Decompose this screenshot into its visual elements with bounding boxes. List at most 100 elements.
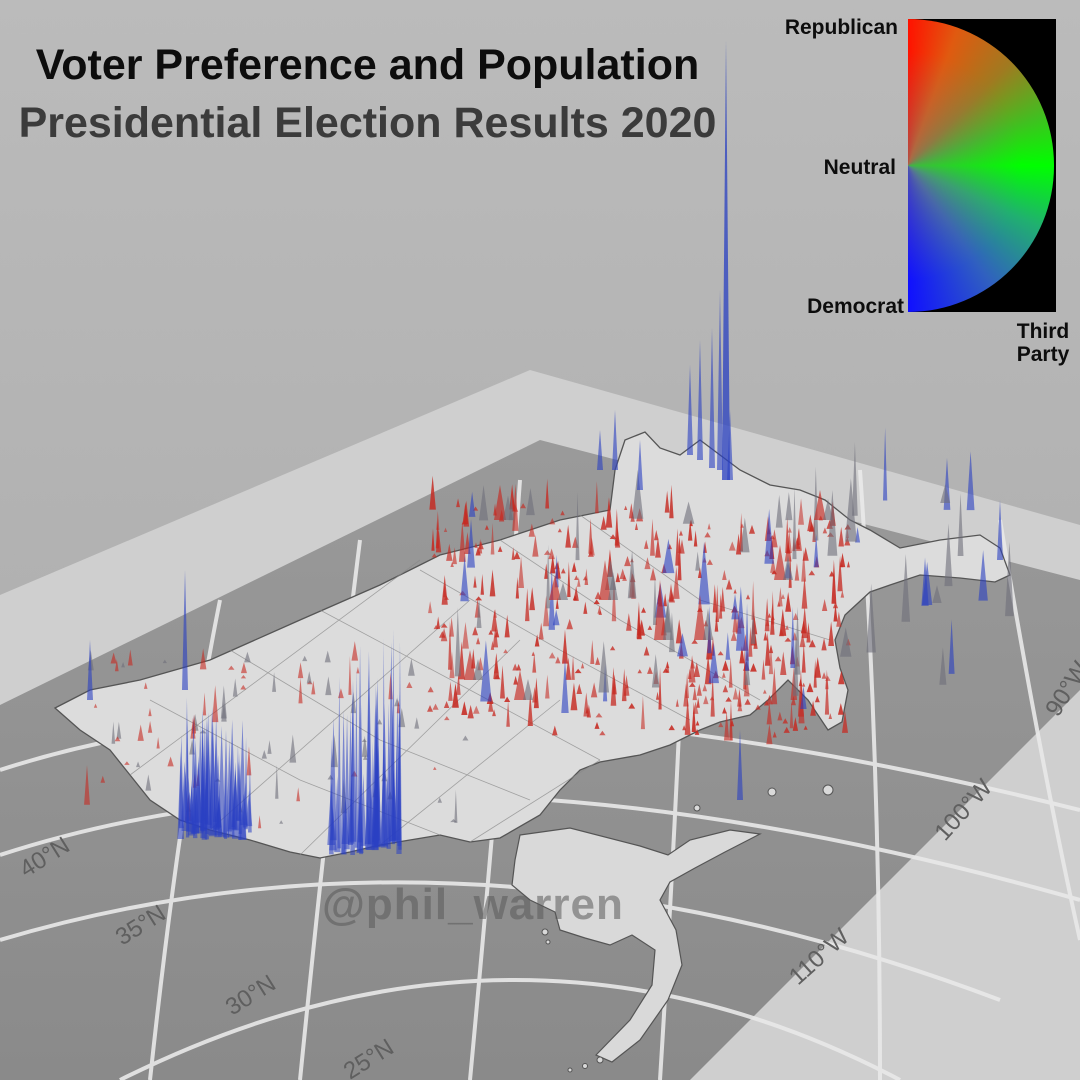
population-spike: [621, 668, 627, 702]
population-spike: [441, 575, 448, 605]
population-spike: [528, 523, 536, 537]
population-spike: [472, 626, 479, 636]
population-spike: [636, 621, 642, 640]
population-spike: [766, 694, 773, 705]
population-spike: [801, 576, 808, 609]
population-spike: [813, 466, 819, 541]
population-spike: [428, 601, 433, 614]
population-spike: [718, 722, 724, 728]
population-spike: [450, 818, 457, 823]
population-spike: [840, 627, 852, 657]
population-spike: [493, 652, 500, 679]
population-spike: [518, 556, 525, 588]
population-spike: [214, 754, 222, 838]
population-spike: [467, 519, 476, 568]
population-spike: [801, 606, 808, 639]
population-spike: [712, 584, 717, 613]
legend-label-third-party: Third Party: [1003, 320, 1080, 366]
population-spike: [121, 661, 125, 668]
population-spike: [491, 609, 498, 632]
population-spike: [204, 727, 209, 840]
population-spike: [494, 485, 506, 520]
population-spike: [792, 717, 799, 731]
population-spike: [774, 545, 786, 580]
population-spike: [828, 621, 835, 647]
population-spike: [520, 503, 527, 509]
population-spike: [729, 700, 733, 741]
population-spike: [1005, 541, 1014, 617]
population-spike: [640, 695, 646, 730]
population-spike: [694, 595, 706, 640]
population-spike: [297, 662, 304, 679]
population-spike: [212, 685, 219, 723]
population-spike: [189, 779, 194, 825]
population-spike: [677, 633, 688, 657]
population-spike: [821, 598, 828, 611]
population-spike: [599, 560, 611, 600]
population-spike: [499, 665, 505, 699]
population-spike: [489, 569, 496, 597]
population-spike: [543, 595, 550, 627]
population-spike: [647, 625, 653, 630]
population-spike: [246, 746, 252, 776]
population-spike: [632, 469, 644, 519]
population-spike: [783, 726, 790, 733]
population-spike: [431, 553, 438, 558]
population-spike: [725, 632, 731, 660]
population-spike: [598, 641, 610, 693]
population-spike: [490, 640, 495, 650]
population-spike: [612, 674, 617, 695]
population-spike: [766, 701, 773, 725]
population-spike: [722, 40, 730, 480]
population-spike: [770, 556, 776, 573]
population-spike: [722, 569, 727, 580]
population-spike: [709, 328, 715, 468]
population-spike: [137, 724, 144, 741]
population-spike: [652, 573, 657, 625]
population-spike: [714, 614, 719, 632]
population-spike: [715, 584, 719, 622]
population-spike: [828, 713, 833, 719]
population-spike: [545, 478, 550, 509]
population-spike: [590, 639, 595, 665]
population-spike: [720, 586, 726, 612]
population-spike: [574, 575, 579, 580]
population-spike: [682, 725, 687, 731]
population-spike: [832, 601, 839, 609]
population-spike: [488, 629, 494, 635]
population-spike: [532, 535, 539, 557]
population-spike: [382, 638, 386, 847]
population-spike: [794, 606, 801, 675]
population-spike: [450, 561, 454, 567]
population-spike: [722, 707, 727, 714]
population-spike: [431, 528, 435, 551]
population-spike: [588, 518, 593, 554]
population-spike: [732, 608, 738, 633]
population-spike: [822, 527, 828, 534]
population-spike: [821, 672, 827, 679]
population-spike: [801, 549, 807, 582]
population-spike: [209, 769, 214, 828]
population-spike: [653, 529, 659, 541]
population-spike: [785, 592, 792, 612]
population-spike: [679, 539, 685, 554]
population-spike: [267, 740, 272, 754]
population-spike: [571, 562, 577, 572]
population-spike: [452, 547, 457, 565]
population-spike: [538, 622, 544, 640]
population-spike: [473, 659, 483, 680]
population-spike: [637, 669, 642, 674]
population-spike: [744, 603, 750, 671]
population-spike: [762, 689, 767, 694]
population-spike: [111, 721, 116, 744]
population-spike: [940, 484, 951, 504]
population-spike: [550, 554, 556, 574]
population-spike: [628, 702, 636, 709]
population-spike: [662, 667, 669, 673]
population-spike: [737, 701, 743, 712]
population-spike: [408, 658, 415, 676]
population-spike: [555, 597, 559, 609]
population-spike: [728, 657, 733, 688]
population-spike: [427, 705, 433, 712]
population-spike: [494, 629, 500, 638]
